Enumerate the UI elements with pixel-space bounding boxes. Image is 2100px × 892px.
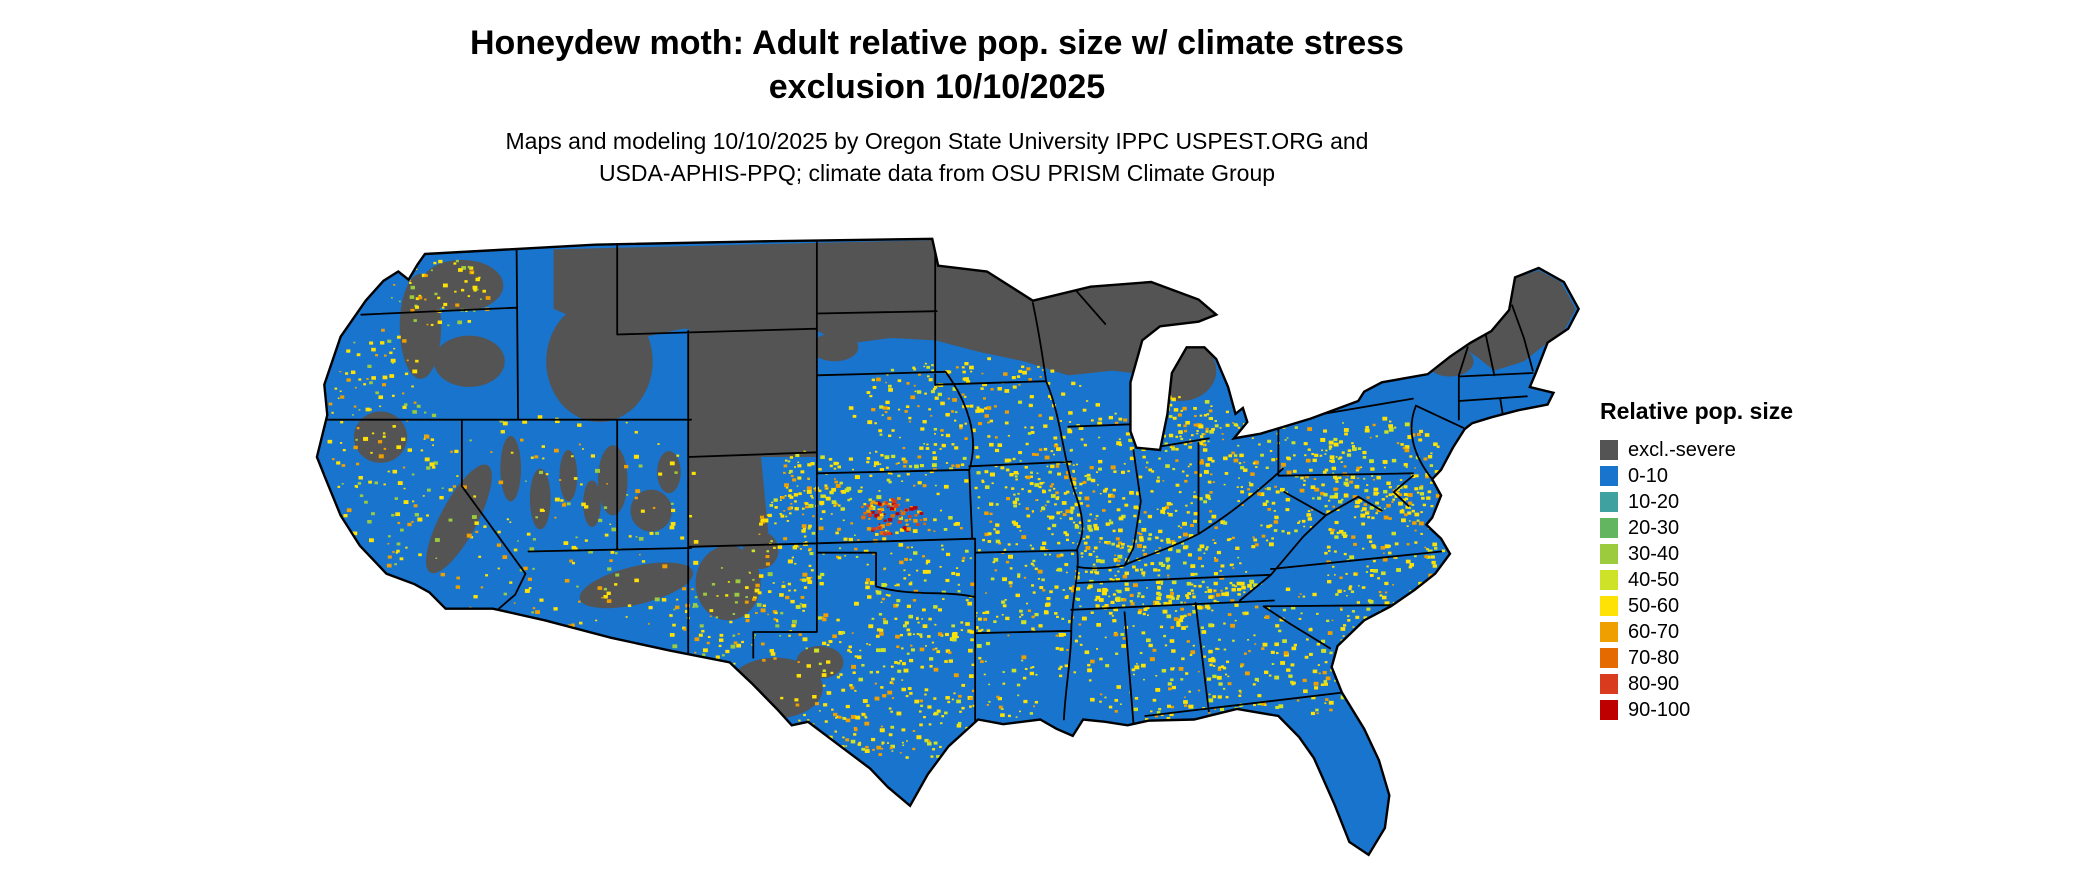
legend-label: 50-60 xyxy=(1628,594,1680,617)
legend-item: 30-40 xyxy=(1600,541,1793,567)
map-legend: Relative pop. size excl.-severe 0-10 10-… xyxy=(1600,398,1793,723)
legend-item: 0-10 xyxy=(1600,463,1793,489)
us-map-container xyxy=(240,198,1660,892)
legend-swatch xyxy=(1600,622,1618,642)
figure-subtitle: Maps and modeling 10/10/2025 by Oregon S… xyxy=(237,125,1637,189)
legend-item: 80-90 xyxy=(1600,671,1793,697)
legend-swatch xyxy=(1600,518,1618,538)
excluded-regions-layer xyxy=(353,240,1576,719)
legend-swatch xyxy=(1600,700,1618,720)
legend-item: 10-20 xyxy=(1600,489,1793,515)
legend-item: 20-30 xyxy=(1600,515,1793,541)
page-title: Honeydew moth: Adult relative pop. size … xyxy=(237,22,1637,109)
legend-item: 40-50 xyxy=(1600,567,1793,593)
figure-header: Honeydew moth: Adult relative pop. size … xyxy=(237,22,1637,189)
legend-label: 60-70 xyxy=(1628,620,1680,643)
state-borders xyxy=(324,240,1532,723)
legend-swatch xyxy=(1600,440,1618,460)
legend-swatch xyxy=(1600,492,1618,512)
subtitle-line-2: USDA-APHIS-PPQ; climate data from OSU PR… xyxy=(598,160,1276,187)
legend-label: 10-20 xyxy=(1628,490,1680,513)
legend-label: 30-40 xyxy=(1628,542,1680,565)
legend-item: 70-80 xyxy=(1600,645,1793,671)
title-line-2: exclusion 10/10/2025 xyxy=(768,67,1106,106)
legend-label: 90-100 xyxy=(1628,698,1691,721)
legend-swatch xyxy=(1600,596,1618,616)
legend-item: 90-100 xyxy=(1600,697,1793,723)
legend-label: 70-80 xyxy=(1628,646,1680,669)
legend-item: 50-60 xyxy=(1600,593,1793,619)
legend-label: 0-10 xyxy=(1628,464,1669,487)
legend-label: 20-30 xyxy=(1628,516,1680,539)
legend-label: 40-50 xyxy=(1628,568,1680,591)
legend-label: 80-90 xyxy=(1628,672,1680,695)
legend-swatch xyxy=(1600,466,1618,486)
us-map xyxy=(315,237,1581,857)
legend-swatch xyxy=(1600,674,1618,694)
legend-swatch xyxy=(1600,570,1618,590)
legend-label: excl.-severe xyxy=(1628,438,1736,461)
legend-title: Relative pop. size xyxy=(1600,398,1794,424)
subtitle-line-1: Maps and modeling 10/10/2025 by Oregon S… xyxy=(505,128,1369,155)
population-speckle-layer xyxy=(318,259,1463,759)
legend-swatch xyxy=(1600,648,1618,668)
title-line-1: Honeydew moth: Adult relative pop. size … xyxy=(470,24,1404,62)
legend-item: 60-70 xyxy=(1600,619,1793,645)
legend-item: excl.-severe xyxy=(1600,437,1793,463)
legend-swatch xyxy=(1600,544,1618,564)
